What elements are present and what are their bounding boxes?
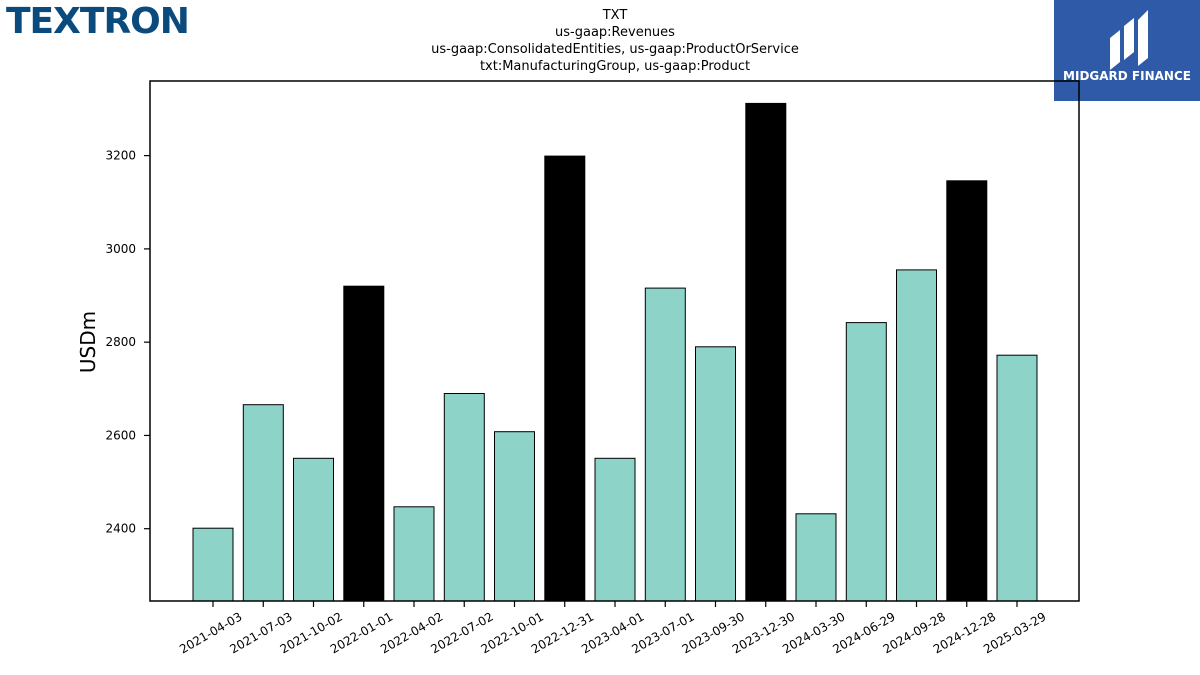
midgard-emblem-icon — [1110, 10, 1148, 70]
y-tick-label: 2600 — [105, 428, 136, 442]
bar-2025-03-29 — [996, 354, 1038, 602]
bar-2023-07-01 — [644, 287, 686, 602]
plot-frame — [149, 80, 1080, 602]
y-axis-label: USDm — [76, 311, 100, 373]
bar-2023-12-30 — [745, 102, 787, 602]
chart-title-block: TXT us-gaap:Revenues us-gaap:Consolidate… — [315, 7, 915, 75]
y-axis: 2400 2600 2800 3000 3200 — [105, 149, 150, 536]
y-tick-label: 3000 — [105, 242, 136, 256]
x-axis: 2021-04-032021-07-032021-10-022022-01-01… — [177, 601, 1049, 656]
chart-title-line: txt:ManufacturingGroup, us-gaap:Product — [479, 59, 751, 74]
bar-2021-10-02 — [293, 457, 334, 602]
chart-title-line: us-gaap:ConsolidatedEntities, us-gaap:Pr… — [431, 42, 799, 57]
bar-2022-01-01 — [343, 285, 385, 602]
midgard-finance-label: MIDGARD FINANCE — [1063, 69, 1191, 83]
chart-title-line: us-gaap:Revenues — [555, 25, 675, 40]
y-tick-label: 2800 — [105, 335, 136, 349]
chart-title-line: TXT — [602, 8, 628, 23]
bar-2022-07-02 — [443, 393, 485, 602]
bar-2021-04-03 — [192, 527, 234, 602]
bar-2024-03-30 — [795, 513, 837, 602]
y-tick-label: 2400 — [105, 522, 136, 536]
bar-2023-04-01 — [594, 457, 636, 602]
bar-2024-09-28 — [896, 269, 937, 602]
y-tick-label: 3200 — [105, 149, 136, 163]
bar-2021-07-03 — [242, 404, 284, 602]
bar-2022-10-01 — [494, 431, 535, 602]
bar-2024-06-29 — [845, 322, 887, 602]
bar-2024-12-28 — [946, 180, 988, 602]
bar-group — [192, 102, 1038, 602]
bar-2023-09-30 — [695, 346, 736, 602]
bar-2022-12-31 — [544, 155, 586, 602]
textron-logo: TEXTRON — [6, 1, 190, 42]
bar-2022-04-02 — [393, 506, 435, 602]
